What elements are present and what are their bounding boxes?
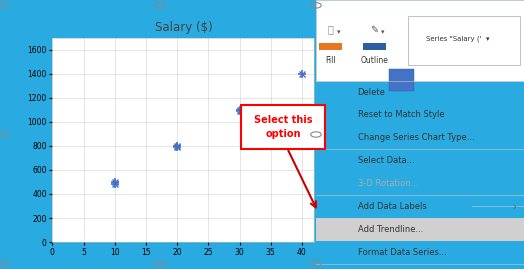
- Text: Format Data Series...: Format Data Series...: [357, 248, 446, 257]
- Text: ›: ›: [512, 201, 516, 211]
- Text: Add Trendline...: Add Trendline...: [357, 225, 423, 234]
- Title: Salary ($): Salary ($): [155, 21, 212, 34]
- FancyBboxPatch shape: [316, 218, 524, 241]
- Text: Series "Salary ('  ▾: Series "Salary (' ▾: [425, 36, 489, 42]
- Text: Delete: Delete: [357, 88, 386, 97]
- Text: Change Series Chart Type...: Change Series Chart Type...: [357, 133, 474, 142]
- Bar: [363, 43, 386, 50]
- Text: Add Data Labels: Add Data Labels: [357, 202, 427, 211]
- FancyBboxPatch shape: [389, 69, 414, 91]
- Text: ⛏: ⛏: [328, 24, 333, 35]
- FancyBboxPatch shape: [241, 105, 325, 149]
- FancyBboxPatch shape: [316, 0, 524, 81]
- Bar: [319, 43, 342, 50]
- Text: Reset to Match Style: Reset to Match Style: [357, 111, 444, 119]
- Text: ✎: ✎: [370, 24, 378, 35]
- Text: ▾: ▾: [337, 29, 341, 35]
- Text: Select Data...: Select Data...: [357, 156, 414, 165]
- Text: Outline: Outline: [361, 56, 388, 65]
- Text: ▾: ▾: [381, 29, 384, 35]
- Text: Select this
option: Select this option: [254, 115, 312, 139]
- FancyBboxPatch shape: [408, 16, 520, 65]
- Text: Fill: Fill: [325, 56, 336, 65]
- Text: 3-D Rotation...: 3-D Rotation...: [357, 179, 418, 188]
